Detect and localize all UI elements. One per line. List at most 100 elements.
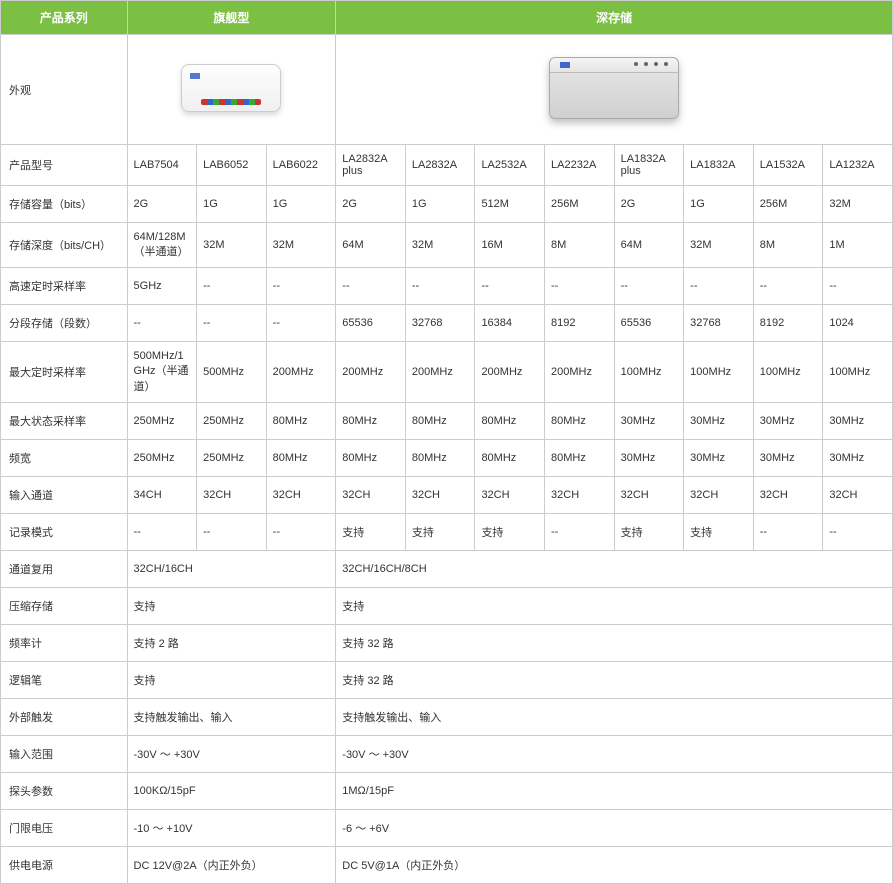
cell-threshold-left: -10 ～ +10V [127,810,336,847]
cell-model: LA2232A [545,145,615,186]
cell: 32CH [684,477,754,514]
hs-sample-row: 高速定时采样率 5GHz -- -- -- -- -- -- -- -- -- … [1,268,893,305]
cell: 支持 [684,514,754,551]
cell: -- [545,268,615,305]
cell: -- [475,268,545,305]
cell-probe-left: 100KΩ/15pF [127,773,336,810]
cell: -- [753,514,823,551]
cell: 32M [266,223,336,268]
cell: 65536 [336,305,406,342]
cell: -- [823,268,893,305]
freq-counter-row: 频率计 支持 2 路 支持 32 路 [1,625,893,662]
cell: 16M [475,223,545,268]
cell-ch-mux-right: 32CH/16CH/8CH [336,551,893,588]
cell: 64M [614,223,684,268]
cell: 80MHz [266,440,336,477]
cell: 80MHz [266,403,336,440]
cell: 30MHz [823,403,893,440]
cell: 200MHz [266,342,336,403]
cell: -- [197,514,267,551]
cell: -- [684,268,754,305]
cell-model: LA1532A [753,145,823,186]
cell: 1G [405,186,475,223]
input-ch-row: 输入通道 34CH 32CH 32CH 32CH 32CH 32CH 32CH … [1,477,893,514]
seg-storage-row: 分段存储（段数） -- -- -- 65536 32768 16384 8192… [1,305,893,342]
cell: 256M [545,186,615,223]
cell: -- [266,305,336,342]
cell: 512M [475,186,545,223]
spec-table: 产品系列 旗舰型 深存储 外观 产品型号 LAB7504 LAB6052 LAB… [0,0,893,884]
cell: 支持 [614,514,684,551]
cell: 200MHz [475,342,545,403]
label-input-ch: 输入通道 [1,477,128,514]
label-seg-storage: 分段存储（段数） [1,305,128,342]
in-range-row: 输入范围 -30V ～ +30V -30V ～ +30V [1,736,893,773]
cell: 32M [684,223,754,268]
cell: 32CH [405,477,475,514]
cell: 32CH [823,477,893,514]
cell: 100MHz [753,342,823,403]
cell-model: LA2532A [475,145,545,186]
storage-capacity-row: 存储容量（bits） 2G 1G 1G 2G 1G 512M 256M 2G 1… [1,186,893,223]
cell: -- [614,268,684,305]
cell-model: LA2832A [405,145,475,186]
label-ch-mux: 通道复用 [1,551,128,588]
label-in-range: 输入范围 [1,736,128,773]
cell: 32CH [614,477,684,514]
cell: 30MHz [753,440,823,477]
label-freq-counter: 频率计 [1,625,128,662]
cell: -- [753,268,823,305]
label-record-mode: 记录模式 [1,514,128,551]
cell: 256M [753,186,823,223]
device-deep-icon [549,57,679,119]
cell: 支持 [405,514,475,551]
max-timing-row: 最大定时采样率 500MHz/1GHz（半通道） 500MHz 200MHz 2… [1,342,893,403]
cell: 1M [823,223,893,268]
cell: 1G [684,186,754,223]
cell: 250MHz [197,440,267,477]
label-ext-trig: 外部触发 [1,699,128,736]
cell: 100MHz [614,342,684,403]
cell: 32M [197,223,267,268]
cell: 8192 [753,305,823,342]
cell: 30MHz [684,403,754,440]
cell: 32CH [475,477,545,514]
cell-probe-right: 1MΩ/15pF [336,773,893,810]
cell: 支持 [475,514,545,551]
ch-mux-row: 通道复用 32CH/16CH 32CH/16CH/8CH [1,551,893,588]
cell: 16384 [475,305,545,342]
cell-logic-left: 支持 [127,662,336,699]
label-max-state: 最大状态采样率 [1,403,128,440]
cell-model: LA1232A [823,145,893,186]
cell: -- [197,268,267,305]
device-leds-icon [634,62,668,66]
storage-depth-row: 存储深度（bits/CH） 64M/128M（半通道） 32M 32M 64M … [1,223,893,268]
cell: 32CH [266,477,336,514]
cell: 32CH [336,477,406,514]
cell: -- [197,305,267,342]
cell-range-left: -30V ～ +30V [127,736,336,773]
label-threshold: 门限电压 [1,810,128,847]
image-flagship-cell [127,35,336,145]
cell-model: LA2832A plus [336,145,406,186]
cell: 100MHz [823,342,893,403]
cell: 64M/128M（半通道） [127,223,197,268]
cell: 8M [545,223,615,268]
cell-trig-right: 支持触发输出、输入 [336,699,893,736]
cell: -- [127,305,197,342]
cell-freq-right: 支持 32 路 [336,625,893,662]
cell: 80MHz [475,403,545,440]
cell: 80MHz [336,440,406,477]
cell-compress-right: 支持 [336,588,893,625]
header-deepstorage: 深存储 [336,1,893,35]
header-flagship: 旗舰型 [127,1,336,35]
cell: 80MHz [545,403,615,440]
cell-ch-mux-left: 32CH/16CH [127,551,336,588]
cell: 500MHz [197,342,267,403]
label-logic-pen: 逻辑笔 [1,662,128,699]
cell: -- [405,268,475,305]
cell: -- [823,514,893,551]
cell: -- [545,514,615,551]
cell: 32M [823,186,893,223]
cell-trig-left: 支持触发输出、输入 [127,699,336,736]
